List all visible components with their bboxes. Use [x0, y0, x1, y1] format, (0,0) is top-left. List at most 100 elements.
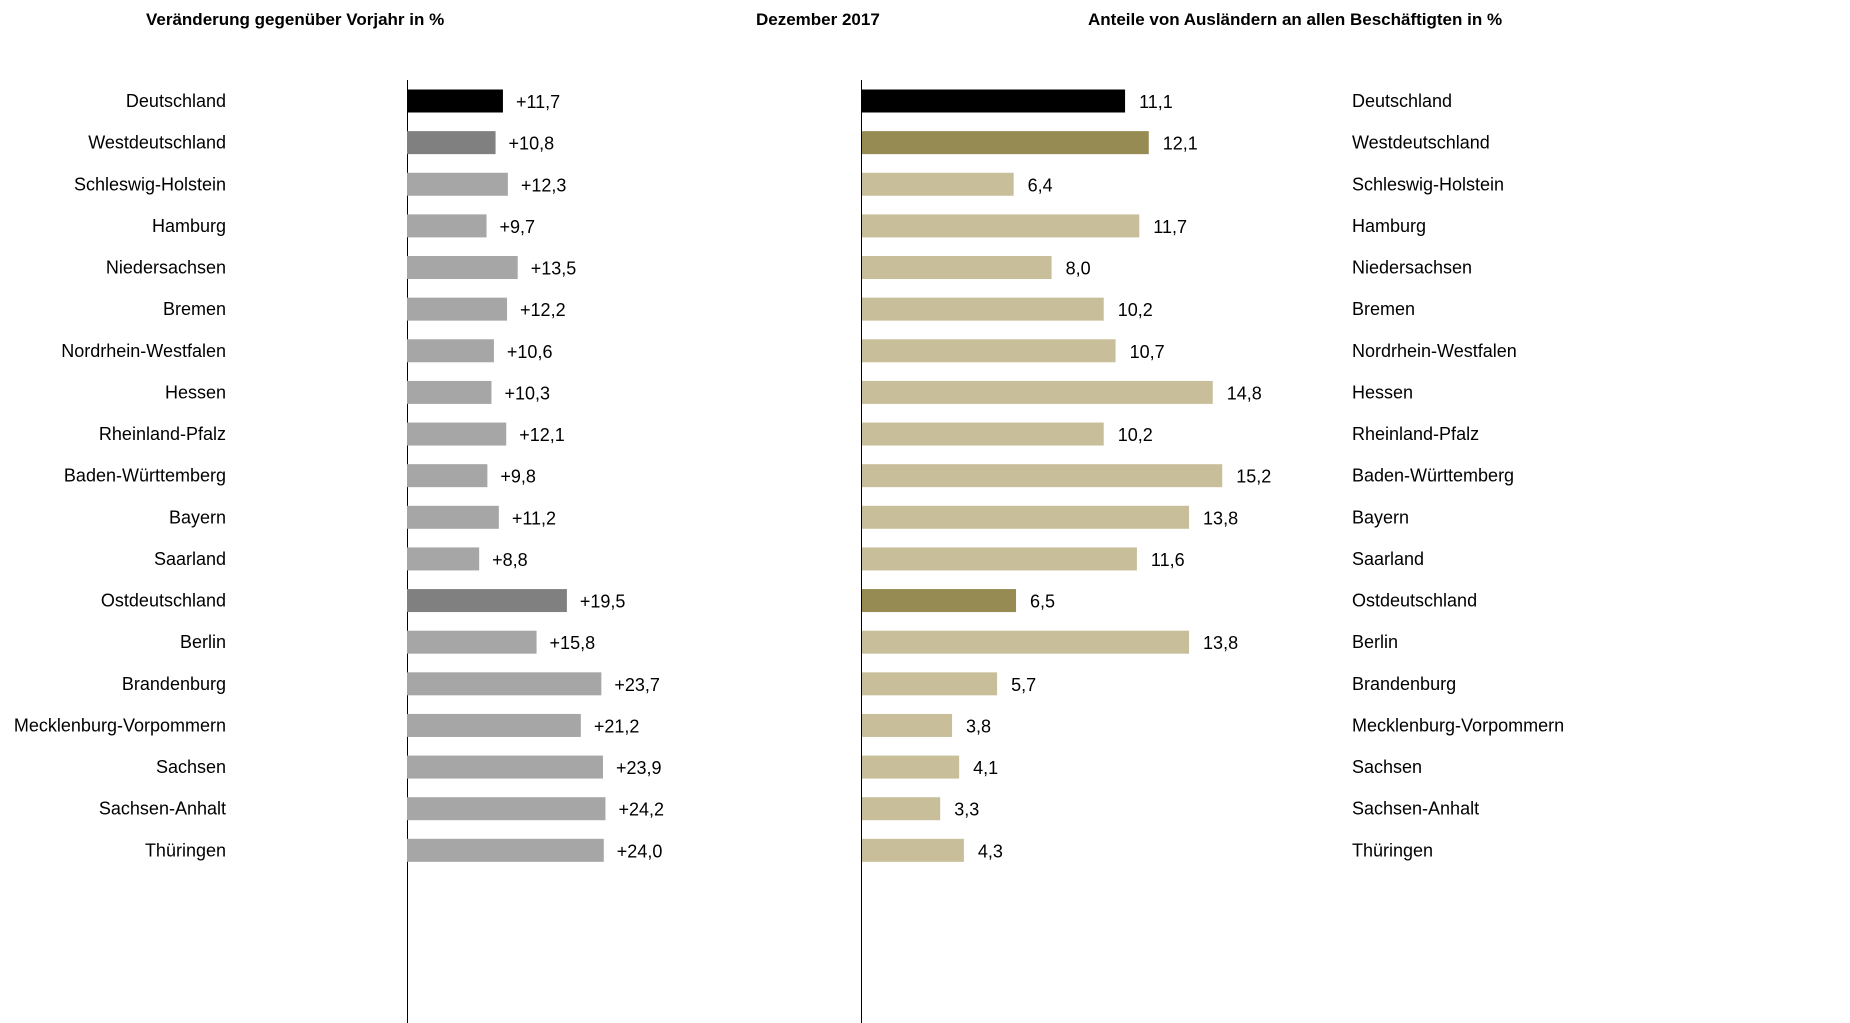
left-bar-group: Deutschland +11,7 Westdeutschland +10,8 Schl…: [14, 89, 664, 862]
left-category-label-ostdeutschland: Ostdeutschland: [101, 591, 226, 611]
left-chart-title: Veränderung gegenüber Vorjahr in %: [146, 10, 445, 29]
left-bar-thueringen: [407, 838, 604, 862]
left-category-label-berlin: Berlin: [180, 632, 226, 652]
right-category-label-brandenburg: Brandenburg: [1352, 674, 1456, 694]
left-category-label-mecklenburg-vorpommern: Mecklenburg-Vorpommern: [14, 715, 226, 735]
right-value-label-bremen: 10,2: [1118, 300, 1153, 320]
left-value-label-hessen: +10,3: [504, 383, 550, 403]
right-category-label-schleswig-holstein: Schleswig-Holstein: [1352, 174, 1504, 194]
right-value-label-rheinland-pfalz: 10,2: [1118, 425, 1153, 445]
left-category-label-nordrhein-westfalen: Nordrhein-Westfalen: [61, 341, 226, 361]
right-category-label-sachsen: Sachsen: [1352, 757, 1422, 777]
right-value-label-baden-wuerttemberg: 15,2: [1236, 467, 1271, 487]
right-category-label-thueringen: Thüringen: [1352, 840, 1433, 860]
right-bar-ostdeutschland: [862, 589, 1017, 613]
left-bar-niedersachsen: [407, 256, 518, 280]
right-value-label-sachsen: 4,1: [973, 758, 998, 778]
left-bar-baden-wuerttemberg: [407, 464, 488, 488]
right-bar-group: 11,1 Deutschland 12,1 Westdeutschland 6,4 Sch…: [862, 89, 1564, 862]
right-value-label-hessen: 14,8: [1227, 383, 1262, 403]
left-category-label-hamburg: Hamburg: [152, 216, 226, 236]
left-value-label-sachsen-anhalt: +24,2: [618, 800, 664, 820]
left-value-label-brandenburg: +23,7: [614, 675, 660, 695]
left-value-label-schleswig-holstein: +12,3: [521, 175, 567, 195]
right-value-label-saarland: 11,6: [1151, 550, 1185, 570]
right-bar-mecklenburg-vorpommern: [862, 713, 953, 737]
left-bar-hessen: [407, 380, 492, 404]
right-bar-berlin: [862, 630, 1190, 654]
left-category-label-baden-wuerttemberg: Baden-Württemberg: [64, 466, 226, 486]
left-bar-mecklenburg-vorpommern: [407, 713, 581, 737]
right-bar-westdeutschland: [862, 131, 1149, 155]
right-value-label-schleswig-holstein: 6,4: [1028, 175, 1053, 195]
left-bar-sachsen-anhalt: [407, 797, 606, 821]
left-category-label-rheinland-pfalz: Rheinland-Pfalz: [99, 424, 226, 444]
left-value-label-bremen: +12,2: [520, 300, 566, 320]
right-bar-rheinland-pfalz: [862, 422, 1104, 446]
right-bar-sachsen: [862, 755, 960, 779]
right-bar-schleswig-holstein: [862, 172, 1014, 196]
left-value-label-westdeutschland: +10,8: [509, 134, 555, 154]
left-bar-deutschland: [407, 89, 503, 113]
right-value-label-berlin: 13,8: [1203, 633, 1238, 653]
right-bar-bayern: [862, 505, 1190, 529]
left-bar-schleswig-holstein: [407, 172, 508, 196]
left-value-label-sachsen: +23,9: [616, 758, 662, 778]
right-category-label-sachsen-anhalt: Sachsen-Anhalt: [1352, 799, 1479, 819]
right-bar-sachsen-anhalt: [862, 797, 941, 821]
left-value-label-thueringen: +24,0: [617, 841, 663, 861]
right-category-label-niedersachsen: Niedersachsen: [1352, 258, 1472, 278]
right-category-label-bayern: Bayern: [1352, 507, 1409, 527]
left-category-label-sachsen: Sachsen: [156, 757, 226, 777]
left-bar-sachsen: [407, 755, 603, 779]
right-category-label-westdeutschland: Westdeutschland: [1352, 133, 1490, 153]
right-category-label-mecklenburg-vorpommern: Mecklenburg-Vorpommern: [1352, 715, 1564, 735]
right-category-label-saarland: Saarland: [1352, 549, 1424, 569]
right-category-label-nordrhein-westfalen: Nordrhein-Westfalen: [1352, 341, 1517, 361]
right-value-label-deutschland: 11,1: [1139, 92, 1173, 112]
right-category-label-baden-wuerttemberg: Baden-Württemberg: [1352, 466, 1514, 486]
left-bar-bayern: [407, 505, 499, 529]
left-value-label-rheinland-pfalz: +12,1: [519, 425, 565, 445]
left-value-label-niedersachsen: +13,5: [531, 259, 577, 279]
left-category-label-niedersachsen: Niedersachsen: [106, 258, 226, 278]
right-category-label-rheinland-pfalz: Rheinland-Pfalz: [1352, 424, 1479, 444]
right-category-label-berlin: Berlin: [1352, 632, 1398, 652]
left-category-label-bayern: Bayern: [169, 507, 226, 527]
right-bar-deutschland: [862, 89, 1126, 113]
left-value-label-bayern: +11,2: [512, 508, 556, 528]
left-value-label-saarland: +8,8: [492, 550, 528, 570]
left-category-label-thueringen: Thüringen: [145, 840, 226, 860]
right-bar-nordrhein-westfalen: [862, 339, 1116, 363]
left-category-label-saarland: Saarland: [154, 549, 226, 569]
left-bar-westdeutschland: [407, 131, 496, 155]
right-value-label-ostdeutschland: 6,5: [1030, 592, 1055, 612]
right-bar-saarland: [862, 547, 1137, 571]
left-bar-brandenburg: [407, 672, 602, 696]
left-category-label-bremen: Bremen: [163, 299, 226, 319]
right-chart-title: Anteile von Ausländern an allen Beschäft…: [1088, 10, 1503, 29]
left-category-label-schleswig-holstein: Schleswig-Holstein: [74, 174, 226, 194]
left-value-label-deutschland: +11,7: [516, 92, 560, 112]
right-value-label-thueringen: 4,3: [978, 841, 1003, 861]
right-value-label-nordrhein-westfalen: 10,7: [1130, 342, 1165, 362]
right-bar-niedersachsen: [862, 256, 1052, 280]
right-bar-bremen: [862, 297, 1104, 321]
left-bar-bremen: [407, 297, 508, 321]
left-category-label-deutschland: Deutschland: [126, 91, 226, 111]
right-category-label-ostdeutschland: Ostdeutschland: [1352, 591, 1477, 611]
right-bar-hessen: [862, 380, 1213, 404]
right-category-label-hamburg: Hamburg: [1352, 216, 1426, 236]
right-category-label-bremen: Bremen: [1352, 299, 1415, 319]
left-value-label-nordrhein-westfalen: +10,6: [507, 342, 553, 362]
right-value-label-niedersachsen: 8,0: [1066, 259, 1091, 279]
left-value-label-berlin: +15,8: [550, 633, 596, 653]
left-category-label-brandenburg: Brandenburg: [122, 674, 226, 694]
left-category-label-hessen: Hessen: [165, 382, 226, 402]
left-bar-ostdeutschland: [407, 589, 567, 613]
right-value-label-sachsen-anhalt: 3,3: [954, 800, 979, 820]
left-bar-berlin: [407, 630, 537, 654]
right-bar-hamburg: [862, 214, 1140, 238]
right-bar-brandenburg: [862, 672, 998, 696]
